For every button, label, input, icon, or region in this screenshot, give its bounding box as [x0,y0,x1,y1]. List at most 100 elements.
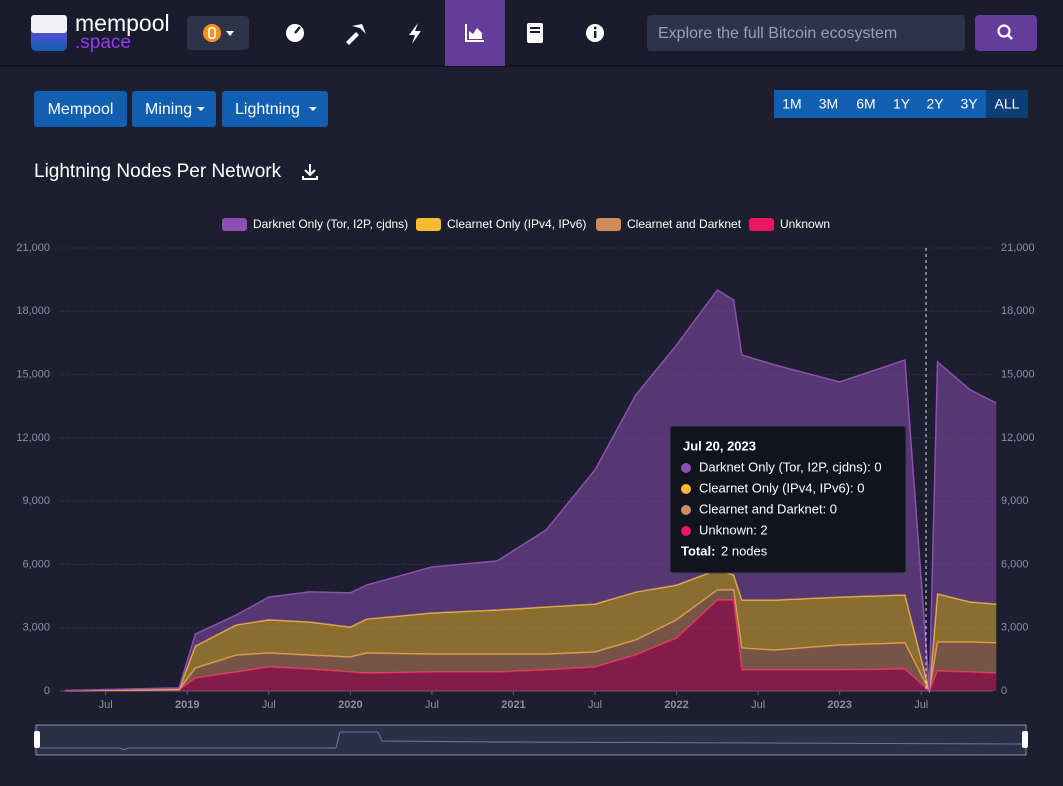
legend-swatch[interactable] [222,218,247,231]
tooltip-line: Darknet Only (Tor, I2P, cjdns): 0 [699,459,882,474]
y2-tick-label: 18,000 [1001,305,1035,317]
search-button[interactable] [975,15,1037,51]
caret [197,107,205,111]
tooltip-dot [681,526,691,536]
range-label: 3M [819,96,838,112]
y-tick-label: 6,000 [22,558,50,570]
area [64,600,997,691]
y2-tick-label: 6,000 [1001,558,1029,570]
y-tick-label: 15,000 [16,368,50,380]
logo-text: mempool [75,10,170,36]
logo-subtext: .space [75,32,131,53]
tooltip-dot [681,505,691,515]
y2-tick-label: 21,000 [1001,242,1035,254]
logo[interactable]: mempool .space [31,10,170,53]
caret [226,31,234,36]
navigator-handle[interactable] [34,731,40,748]
tooltip-dot [681,484,691,494]
tooltip-line: Unknown: 2 [699,522,768,537]
lightning-icon[interactable] [409,23,421,44]
x-tick-label: Jul [588,699,602,711]
legend-label[interactable]: Darknet Only (Tor, I2P, cjdns) [253,217,408,231]
y-tick-label: 3,000 [22,622,50,634]
y-tick-label: 18,000 [16,305,50,317]
search-input[interactable] [647,15,965,51]
chart-title: Lightning Nodes Per Network [34,161,282,182]
mining-icon[interactable] [346,24,366,45]
tooltip-total-label: Total: [681,543,715,558]
button-bg [222,91,328,127]
area-line [64,288,997,692]
navigator[interactable] [34,724,1028,756]
button-label: Mempool [48,101,114,118]
bitcoin-glyph [208,27,216,39]
plot: 0 3,000 6,000 9,000 12,000 15,000 18,000 21,000… [16,217,1034,711]
y2-tick-label: 3,000 [1001,622,1029,634]
x-tick-label: 2023 [827,699,851,711]
x-tick-label: 2022 [664,699,688,711]
graphs-icon [465,24,484,42]
range-label: 6M [856,96,875,112]
range-button[interactable] [810,90,847,118]
area [64,289,997,691]
tooltip-title: Jul 20, 2023 [683,438,756,453]
search-placeholder: Explore the full Bitcoin ecosystem [658,25,897,42]
legend-label[interactable]: Unknown [780,217,830,231]
range-button[interactable] [986,90,1028,118]
tooltip-line: Clearnet Only (IPv4, IPv6): 0 [699,480,864,495]
button-label: Mining [145,101,192,118]
network-selector[interactable] [187,16,249,50]
button-bg [132,91,216,127]
toolbar: Mempool Mining Lightning 1M 3M 6M 1Y 2Y 3Y ALL [34,90,1028,127]
area [64,589,997,691]
y-tick-label: 9,000 [22,495,50,507]
x-tick-label: 2019 [175,699,199,711]
menu-button[interactable]: Mining [132,91,216,127]
menu-button[interactable]: Mempool [34,91,127,127]
button-bg [34,91,127,127]
tooltip-line: Clearnet and Darknet: 0 [699,501,837,516]
x-tick-label: Jul [751,699,765,711]
range-button[interactable] [774,90,810,118]
about-icon[interactable] [586,24,604,42]
navigator-preview [40,731,1023,751]
range-label: 1M [782,96,801,112]
y-tick-label: 21,000 [16,242,50,254]
y2-tick-label: 9,000 [1001,495,1029,507]
search[interactable]: Explore the full Bitcoin ecosystem [647,15,1037,51]
x-tick-label: Jul [99,699,113,711]
legend-swatch[interactable] [749,218,774,231]
navigator-window [35,724,1027,756]
bitcoin-icon [203,24,221,42]
docs-icon[interactable] [527,23,543,43]
caret [309,107,317,111]
x-tick-label: 2021 [501,699,525,711]
menu-button[interactable]: Lightning [222,91,328,127]
legend-swatch[interactable] [416,218,441,231]
navigator-handle[interactable] [1022,731,1028,748]
search-icon [997,24,1011,38]
search-icon-handle [1007,34,1013,40]
legend-label[interactable]: Clearnet and Darknet [627,217,742,231]
x-tick-label: Jul [914,699,928,711]
y-tick-label: 12,000 [16,432,50,444]
range-label: 2Y [926,96,944,112]
y2-tick-label: 0 [1001,685,1007,697]
y2-tick-label: 15,000 [1001,368,1035,380]
range-button[interactable] [918,90,952,118]
tooltip-dot [681,463,691,473]
x-tick-label: Jul [425,699,439,711]
legend-label[interactable]: Clearnet Only (IPv4, IPv6) [447,217,586,231]
range-button[interactable] [885,90,918,118]
button-label: Lightning [235,101,300,118]
dashboard-icon[interactable] [286,24,304,42]
range-button[interactable] [952,90,986,118]
tooltip-total-value: 2 nodes [721,543,768,558]
range-button[interactable] [847,90,885,118]
x-tick-label: Jul [262,699,276,711]
y-tick-label: 0 [44,685,50,697]
download-icon[interactable] [302,164,318,180]
range-label: 3Y [960,96,978,112]
legend-swatch[interactable] [596,218,621,231]
range-label: 1Y [893,96,911,112]
